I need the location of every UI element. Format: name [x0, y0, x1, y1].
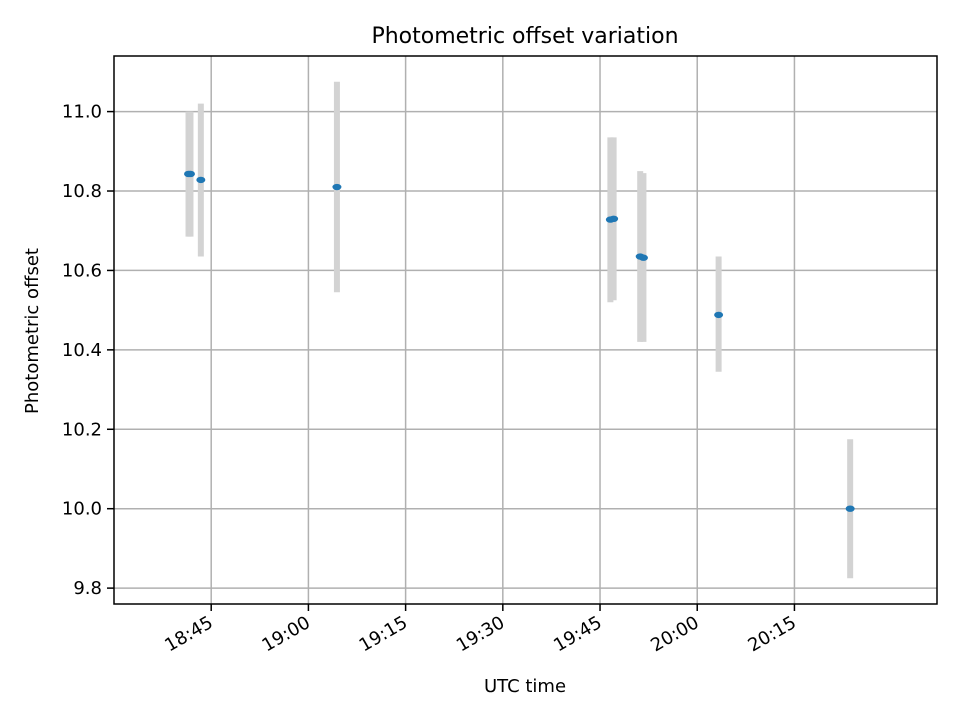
y-tick-label: 10.8 — [62, 181, 102, 202]
data-point — [332, 183, 342, 191]
data-point — [185, 170, 195, 178]
data-point — [638, 254, 648, 261]
data-point — [609, 215, 619, 223]
error-bars — [185, 81, 854, 579]
y-tick-label: 10.6 — [62, 260, 102, 281]
data-point — [196, 176, 206, 184]
x-tick-label: 19:15 — [356, 612, 411, 656]
data-point — [845, 505, 855, 512]
data-points — [184, 170, 855, 512]
chart-title: Photometric offset variation — [371, 24, 678, 49]
x-tick-label: 19:45 — [550, 612, 605, 656]
y-tick-label: 11.0 — [62, 102, 102, 123]
plot-frame — [113, 55, 938, 605]
y-axis-label: Photometric offset — [22, 248, 43, 414]
x-tick-label: 20:15 — [745, 612, 800, 656]
grid-lines — [114, 56, 937, 604]
data-point — [714, 311, 724, 319]
y-tick-label: 10.0 — [62, 499, 102, 520]
x-axis-ticks: 18:45 19:00 19:15 19:30 19:45 20:00 20:15 — [161, 604, 800, 656]
x-tick-label: 18:45 — [161, 612, 216, 656]
x-tick-label: 20:00 — [647, 612, 702, 656]
y-axis-ticks: 9.8 10.0 10.2 10.4 10.6 10.8 11.0 — [62, 102, 114, 599]
x-tick-label: 19:30 — [453, 612, 508, 656]
y-tick-label: 9.8 — [73, 578, 102, 599]
x-axis-label: UTC time — [484, 676, 566, 697]
y-tick-label: 10.4 — [62, 340, 102, 361]
y-tick-label: 10.2 — [62, 419, 102, 440]
x-tick-label: 19:00 — [258, 612, 313, 656]
